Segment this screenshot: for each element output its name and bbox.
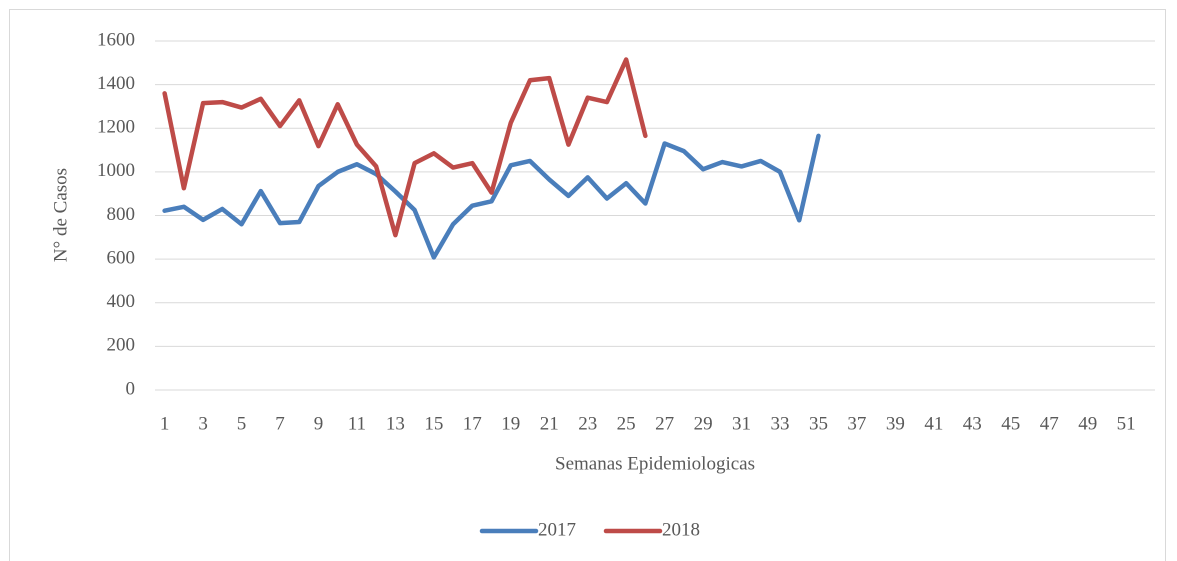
y-tick-label: 800 — [107, 204, 136, 225]
x-tick-label: 37 — [847, 413, 866, 434]
x-tick-label: 23 — [578, 413, 597, 434]
chart-border — [9, 9, 1166, 561]
legend-label: 2017 — [538, 519, 576, 540]
x-tick-label: 13 — [386, 413, 405, 434]
x-tick-label: 39 — [886, 413, 905, 434]
x-axis-title: Semanas Epidemiologicas — [555, 453, 755, 474]
x-tick-label: 25 — [617, 413, 636, 434]
x-tick-label: 43 — [963, 413, 982, 434]
y-tick-label: 1400 — [97, 73, 135, 94]
x-tick-label: 29 — [694, 413, 713, 434]
x-tick-label: 1 — [160, 413, 170, 434]
y-tick-label: 1000 — [97, 160, 135, 181]
y-tick-label: 400 — [107, 291, 136, 312]
x-tick-label: 21 — [540, 413, 559, 434]
x-tick-label: 15 — [424, 413, 443, 434]
x-tick-label: 33 — [771, 413, 790, 434]
x-tick-label: 11 — [348, 413, 366, 434]
y-axis-title: N° de Casos — [50, 168, 71, 262]
x-tick-label: 27 — [655, 413, 674, 434]
x-tick-label: 7 — [275, 413, 285, 434]
x-tick-label: 17 — [463, 413, 482, 434]
y-tick-label: 600 — [107, 247, 136, 268]
y-tick-label: 1600 — [97, 29, 135, 50]
legend-label: 2018 — [662, 519, 700, 540]
x-tick-label: 31 — [732, 413, 751, 434]
x-tick-label: 49 — [1078, 413, 1097, 434]
x-tick-label: 3 — [198, 413, 208, 434]
x-tick-label: 5 — [237, 413, 247, 434]
y-tick-label: 0 — [126, 378, 136, 399]
y-tick-label: 1200 — [97, 117, 135, 138]
series-line — [162, 133, 821, 260]
x-tick-label: 47 — [1040, 413, 1059, 434]
x-tick-label: 41 — [924, 413, 943, 434]
y-tick-label: 200 — [107, 335, 136, 356]
x-tick-label: 9 — [314, 413, 324, 434]
x-tick-label: 45 — [1001, 413, 1020, 434]
x-tick-label: 51 — [1117, 413, 1136, 434]
x-tick-label: 19 — [501, 413, 520, 434]
series-line — [162, 57, 648, 238]
x-tick-label: 35 — [809, 413, 828, 434]
